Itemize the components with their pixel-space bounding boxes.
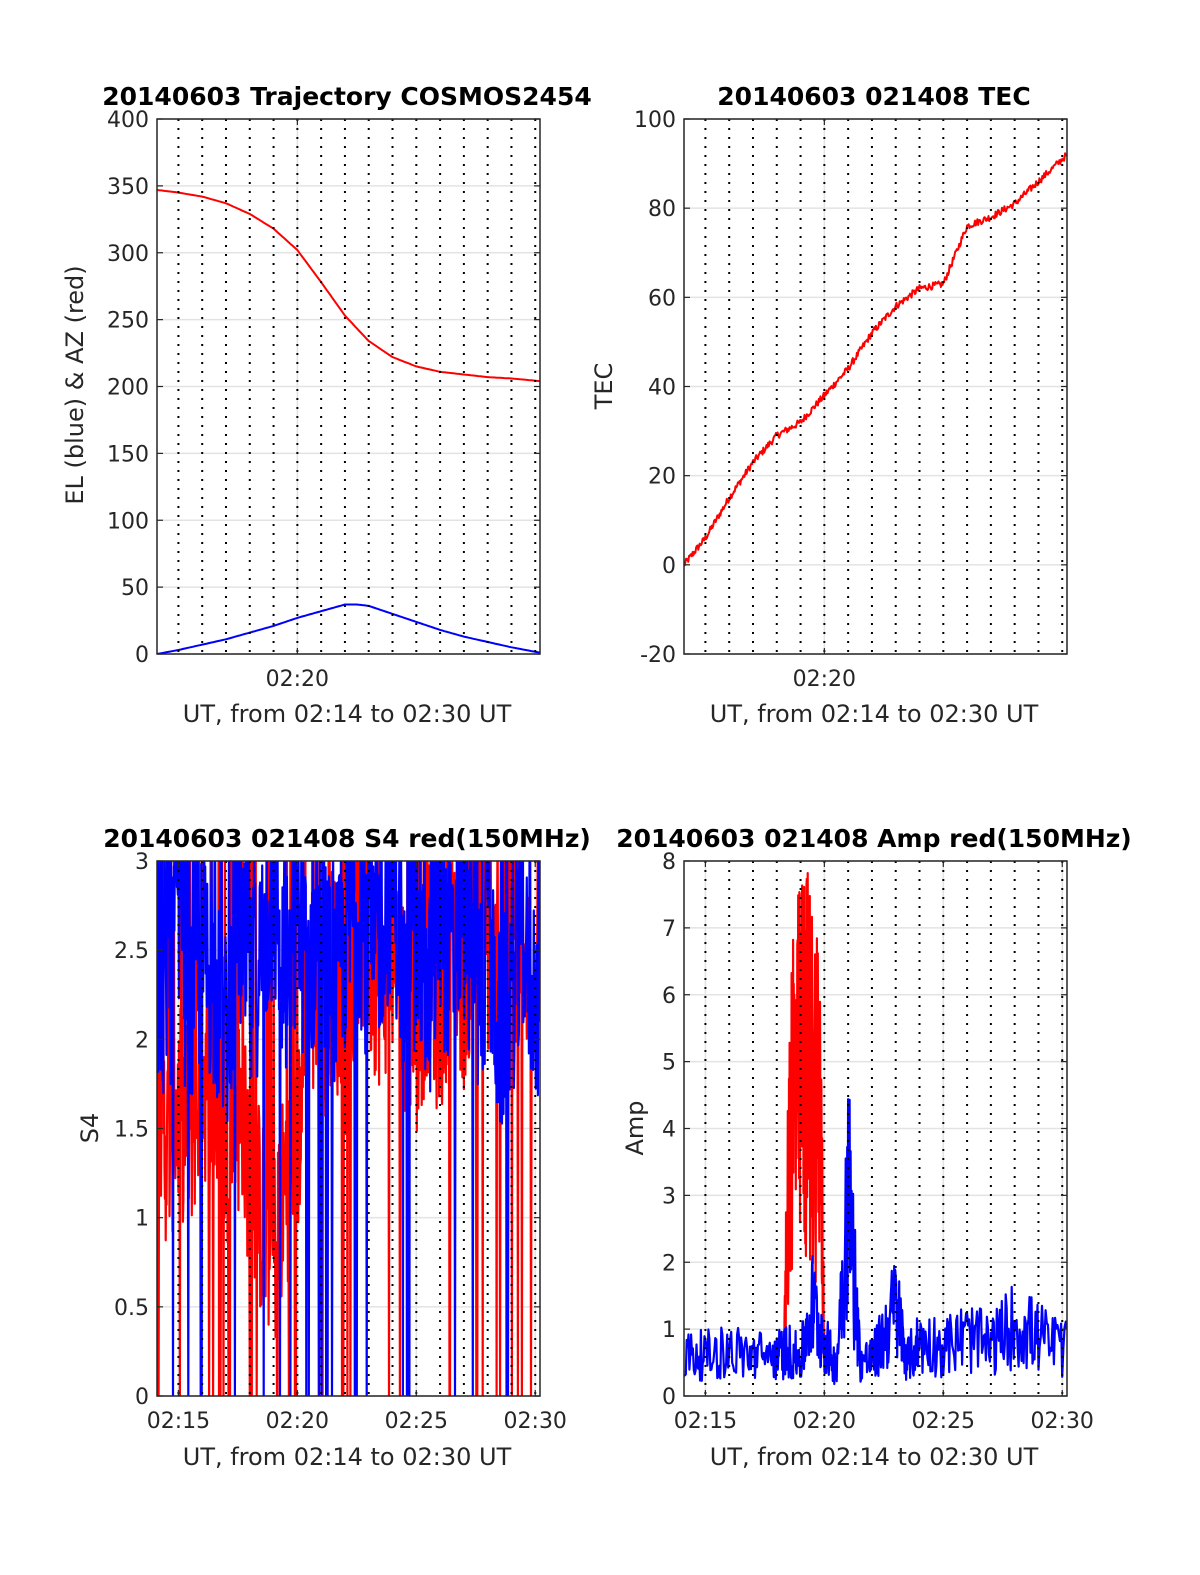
y-tick-label: -20 [640,643,676,668]
s4-ylabel: S4 [76,1113,104,1144]
amp-xlabel: UT, from 02:14 to 02:30 UT [710,1443,1039,1471]
y-tick-label: 400 [107,108,149,133]
s4-panel: 20140603 021408 S4 red(150MHz) UT, from … [76,824,591,1471]
y-tick-label: 0 [662,1385,676,1410]
series-line [157,603,540,654]
trajectory-title: 20140603 Trajectory COSMOS2454 [102,82,592,111]
amp-title: 20140603 021408 Amp red(150MHz) [616,824,1132,853]
series-line [684,152,1067,567]
y-tick-label: 2 [135,1028,149,1053]
y-tick-label: 60 [648,286,676,311]
tec-xlabel: UT, from 02:14 to 02:30 UT [710,700,1039,728]
y-tick-label: 6 [662,984,676,1009]
y-tick-label: 1 [662,1318,676,1343]
y-tick-label: 7 [662,917,676,942]
series-group [157,188,540,654]
x-tick-label: 02:20 [266,667,329,692]
y-tick-label: 0 [662,554,676,579]
y-tick-label: 3 [135,850,149,875]
y-tick-label: 50 [121,576,149,601]
x-tick-label: 02:20 [266,1409,329,1434]
y-tick-label: 2 [662,1251,676,1276]
y-tick-label: 20 [648,465,676,490]
series-line [684,1098,1067,1386]
y-tick-label: 200 [107,376,149,401]
x-tick-label: 02:25 [912,1409,975,1434]
x-tick-label: 02:15 [674,1409,737,1434]
tec-ylabel: TEC [590,363,618,411]
tec-title: 20140603 021408 TEC [717,82,1030,111]
y-tick-label: 3 [662,1184,676,1209]
y-tick-label: 300 [107,242,149,267]
y-tick-label: 150 [107,442,149,467]
x-tick-label: 02:15 [147,1409,210,1434]
x-tick-label: 02:20 [793,667,856,692]
s4-xlabel: UT, from 02:14 to 02:30 UT [183,1443,512,1471]
y-tick-label: 4 [662,1118,676,1143]
series-line [157,861,540,1396]
s4-title: 20140603 021408 S4 red(150MHz) [103,824,591,853]
series-group [684,152,1067,567]
trajectory-ylabel: EL (blue) & AZ (red) [61,265,89,504]
y-tick-label: 0.5 [114,1296,149,1321]
x-tick-label: 02:25 [385,1409,448,1434]
series-group [684,871,1067,1386]
y-tick-label: 5 [662,1051,676,1076]
y-tick-label: 8 [662,850,676,875]
x-tick-label: 02:30 [504,1409,567,1434]
y-tick-label: 350 [107,175,149,200]
y-tick-label: 0 [135,1385,149,1410]
x-tick-label: 02:20 [793,1409,856,1434]
trajectory-xlabel: UT, from 02:14 to 02:30 UT [183,700,512,728]
y-tick-label: 2.5 [114,939,149,964]
y-tick-label: 0 [135,643,149,668]
tec-panel: 20140603 021408 TEC UT, from 02:14 to 02… [590,82,1068,728]
y-tick-label: 1.5 [114,1118,149,1143]
series-line [782,871,826,1365]
series-group [157,861,540,1396]
y-tick-label: 80 [648,197,676,222]
trajectory-panel: 20140603 Trajectory COSMOS2454 UT, from … [61,82,592,728]
series-line [157,188,540,383]
y-tick-label: 250 [107,309,149,334]
x-tick-label: 02:30 [1031,1409,1094,1434]
y-tick-label: 100 [634,108,676,133]
y-tick-label: 100 [107,509,149,534]
amp-panel: 20140603 021408 Amp red(150MHz) UT, from… [616,824,1132,1471]
y-tick-label: 40 [648,376,676,401]
y-tick-label: 1 [135,1207,149,1232]
amp-ylabel: Amp [621,1100,649,1155]
